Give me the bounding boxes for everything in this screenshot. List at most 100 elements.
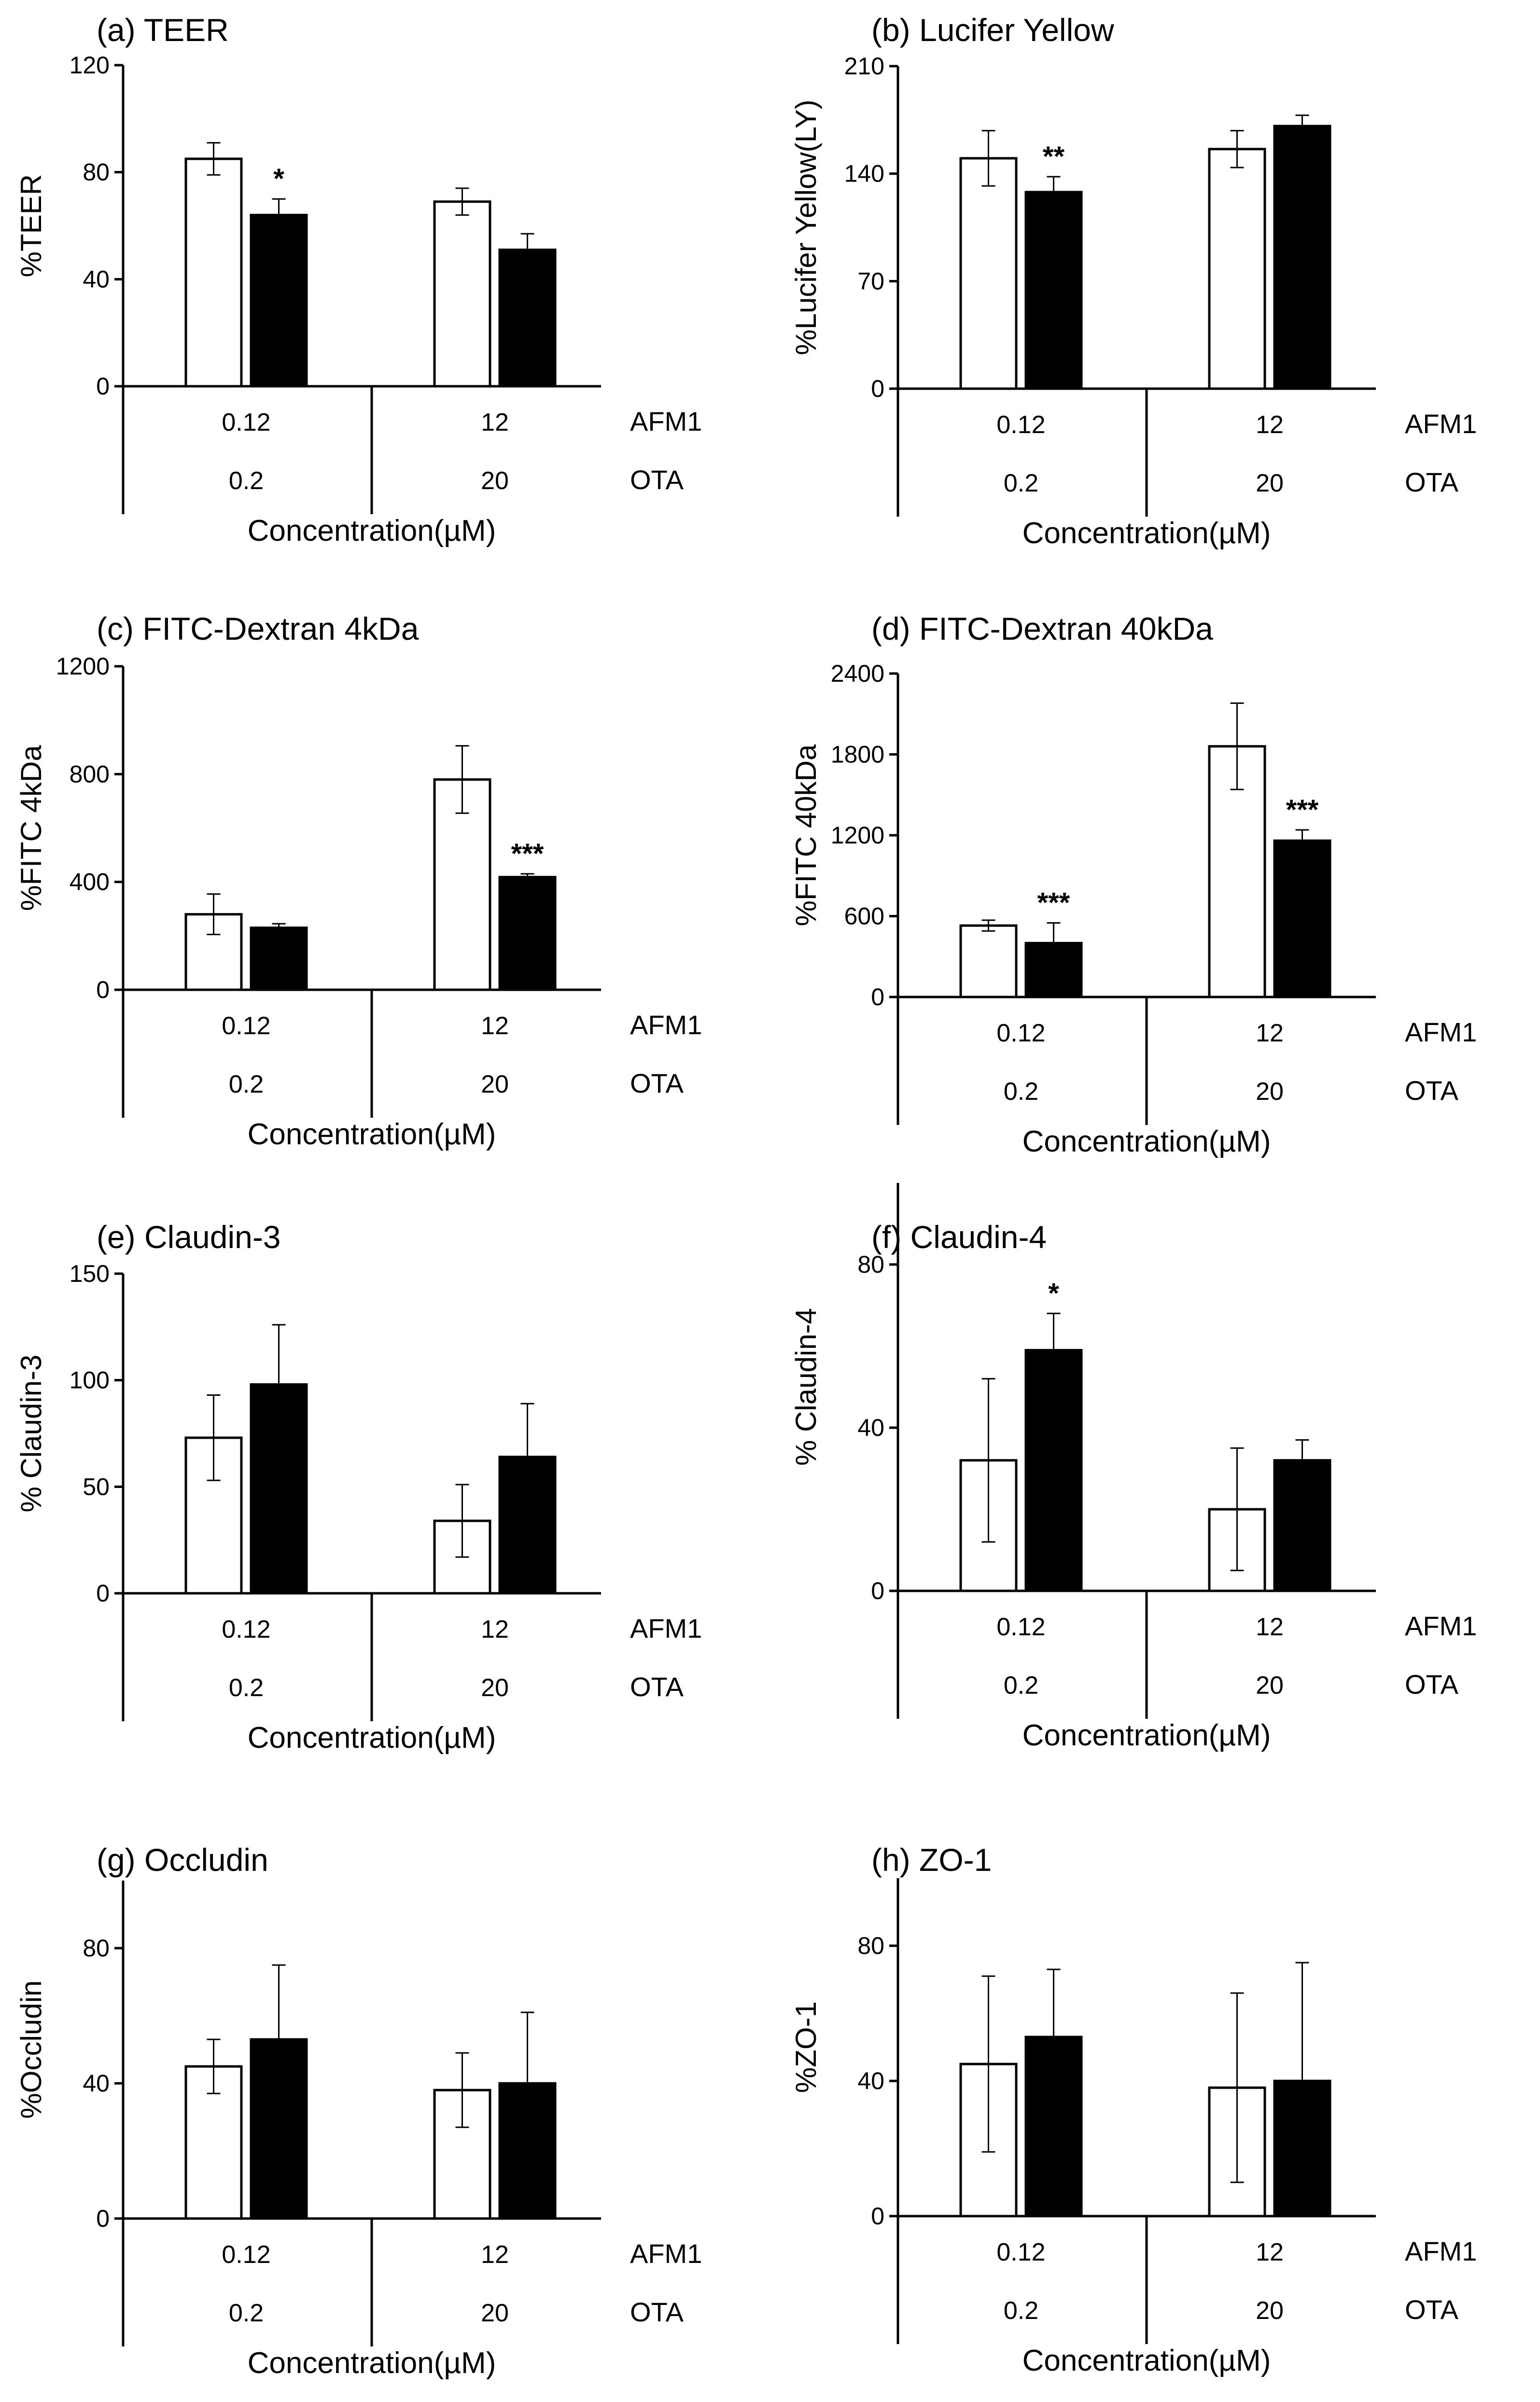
x-axis-label: Concentration(µM) [1022, 517, 1271, 550]
y-tick-label: 100 [70, 1367, 110, 1394]
y-tick-label: 70 [857, 267, 884, 295]
chart-panel-f: (f) Claudin-4 0 40 80 % Claudin-4 * 0.12 0.2 12 2… [790, 1183, 1477, 1752]
y-axis-label: % Claudin-3 [15, 1355, 47, 1513]
significance-marker: * [273, 163, 284, 195]
y-tick-label: 800 [70, 760, 110, 787]
y-tick-label: 2400 [831, 660, 884, 687]
row-label-ota: OTA [630, 2297, 684, 2327]
ota-concentration-label: 20 [1256, 1672, 1284, 1700]
bar-ota-alone [184, 157, 243, 388]
y-tick-label: 0 [96, 976, 110, 1003]
chart-title: (a) TEER [97, 12, 229, 48]
significance-marker: *** [1037, 887, 1070, 918]
chart-title: (d) FITC-Dextran 40kDa [871, 611, 1213, 646]
chart-title: (c) FITC-Dextran 4kDa [97, 611, 419, 646]
ota-concentration-label: 20 [481, 467, 509, 495]
x-axis-label: Concentration(µM) [248, 514, 496, 548]
chart-title: (e) Claudin-3 [97, 1219, 281, 1255]
chart-title: (h) ZO-1 [871, 1842, 992, 1878]
y-tick-label: 40 [857, 1414, 884, 1441]
afm1-concentration-label: 0.12 [996, 411, 1045, 439]
significance-marker: * [1048, 1278, 1059, 1309]
bar-combination [1273, 125, 1331, 390]
ota-concentration-label: 0.2 [229, 1674, 264, 1702]
y-tick-label: 0 [871, 983, 884, 1011]
ota-concentration-label: 20 [481, 1070, 509, 1098]
ota-concentration-label: 0.2 [1004, 1672, 1038, 1700]
x-axis-label: Concentration(µM) [248, 2346, 496, 2380]
afm1-concentration-label: 0.12 [996, 1019, 1045, 1047]
chart-panel-b: (b) Lucifer Yellow 0 70 140 210 %Lucifer Yell… [790, 12, 1477, 550]
bar-ota-alone [433, 778, 491, 991]
row-label-ota: OTA [630, 1672, 684, 1702]
y-tick-label: 80 [83, 1935, 110, 1962]
x-axis-label: Concentration(µM) [1022, 1719, 1271, 1752]
afm1-concentration-label: 12 [481, 408, 509, 436]
significance-marker: *** [511, 838, 544, 870]
afm1-concentration-label: 12 [481, 2241, 509, 2269]
chart-panel-c: (c) FITC-Dextran 4kDa 0 400 800 1200 %FITC 4k… [15, 611, 702, 1151]
bar-ota-alone [433, 200, 491, 388]
afm1-concentration-label: 0.12 [222, 1615, 270, 1643]
ota-concentration-label: 0.2 [1004, 1078, 1038, 1106]
ota-concentration-label: 20 [481, 2299, 509, 2327]
ota-concentration-label: 20 [1256, 2297, 1284, 2325]
row-label-ota: OTA [1405, 467, 1459, 497]
chart-panel-a: (a) TEER 0 40 80 120 %TEER * 0.12 0.2 12 20 AFM1 OTA… [15, 12, 702, 548]
y-tick-label: 0 [871, 2203, 884, 2230]
x-axis-label: Concentration(µM) [1022, 2344, 1271, 2377]
afm1-concentration-label: 0.12 [222, 1012, 270, 1040]
ota-concentration-label: 0.2 [1004, 469, 1038, 497]
afm1-concentration-label: 12 [1256, 2238, 1284, 2266]
bar-combination [1024, 191, 1083, 390]
y-tick-label: 0 [871, 1577, 884, 1604]
y-tick-label: 0 [871, 375, 884, 402]
y-tick-label: 80 [83, 159, 110, 186]
bar-combination [250, 927, 308, 991]
afm1-concentration-label: 0.12 [996, 1613, 1045, 1641]
row-label-afm1: AFM1 [630, 2238, 702, 2269]
row-label-ota: OTA [630, 464, 684, 495]
y-tick-label: 210 [844, 53, 884, 80]
significance-marker: ** [1043, 141, 1065, 172]
row-label-ota: OTA [1405, 1669, 1459, 1700]
significance-marker: *** [1286, 794, 1319, 826]
bar-ota-alone [959, 157, 1018, 390]
bar-ota-alone [1208, 148, 1266, 390]
y-axis-label: %FITC 40kDa [790, 744, 822, 926]
y-tick-label: 150 [70, 1260, 110, 1287]
chart-panel-d: (d) FITC-Dextran 40kDa 0 600 1200 1800 2400 %F… [790, 611, 1477, 1158]
y-tick-label: 80 [857, 1932, 884, 1959]
afm1-concentration-label: 0.12 [996, 2238, 1045, 2266]
ota-concentration-label: 0.2 [1004, 2297, 1038, 2325]
y-tick-label: 80 [857, 1251, 884, 1278]
bar-combination [1024, 1348, 1083, 1592]
row-label-ota: OTA [1405, 1075, 1459, 1106]
bar-ota-alone [959, 924, 1018, 998]
row-label-afm1: AFM1 [1405, 1017, 1477, 1047]
bar-combination [498, 876, 557, 991]
y-tick-label: 40 [83, 266, 110, 293]
afm1-concentration-label: 12 [1256, 1613, 1284, 1641]
row-label-afm1: AFM1 [630, 1010, 702, 1040]
y-tick-label: 400 [70, 869, 110, 896]
y-axis-label: %TEER [15, 174, 47, 277]
y-tick-label: 600 [844, 903, 884, 930]
row-label-afm1: AFM1 [1405, 1611, 1477, 1641]
afm1-concentration-label: 0.12 [222, 2241, 270, 2269]
ota-concentration-label: 0.2 [229, 1070, 264, 1098]
ota-concentration-label: 0.2 [229, 2299, 264, 2327]
bar-combination [1273, 1459, 1331, 1592]
y-axis-label: %Occludin [15, 1981, 47, 2119]
x-axis-label: Concentration(µM) [1022, 1125, 1271, 1158]
afm1-concentration-label: 12 [1256, 1019, 1284, 1047]
chart-panel-g: (g) Occludin 0 40 80 %Occludin 0.12 0.2 12 20 AFM… [15, 1842, 702, 2380]
afm1-concentration-label: 12 [481, 1615, 509, 1643]
row-label-ota: OTA [1405, 2294, 1459, 2325]
ota-concentration-label: 0.2 [229, 467, 264, 495]
ota-concentration-label: 20 [1256, 1078, 1284, 1106]
chart-panel-e: (e) Claudin-3 0 50 100 150 % Claudin-3 0.12 0.2… [15, 1219, 702, 1755]
row-label-afm1: AFM1 [1405, 408, 1477, 439]
chart-panel-h: (h) ZO-1 0 40 80 %ZO-1 0.12 0.2 12 20 AFM1 OTA Conc… [790, 1842, 1477, 2377]
row-label-ota: OTA [630, 1068, 684, 1098]
